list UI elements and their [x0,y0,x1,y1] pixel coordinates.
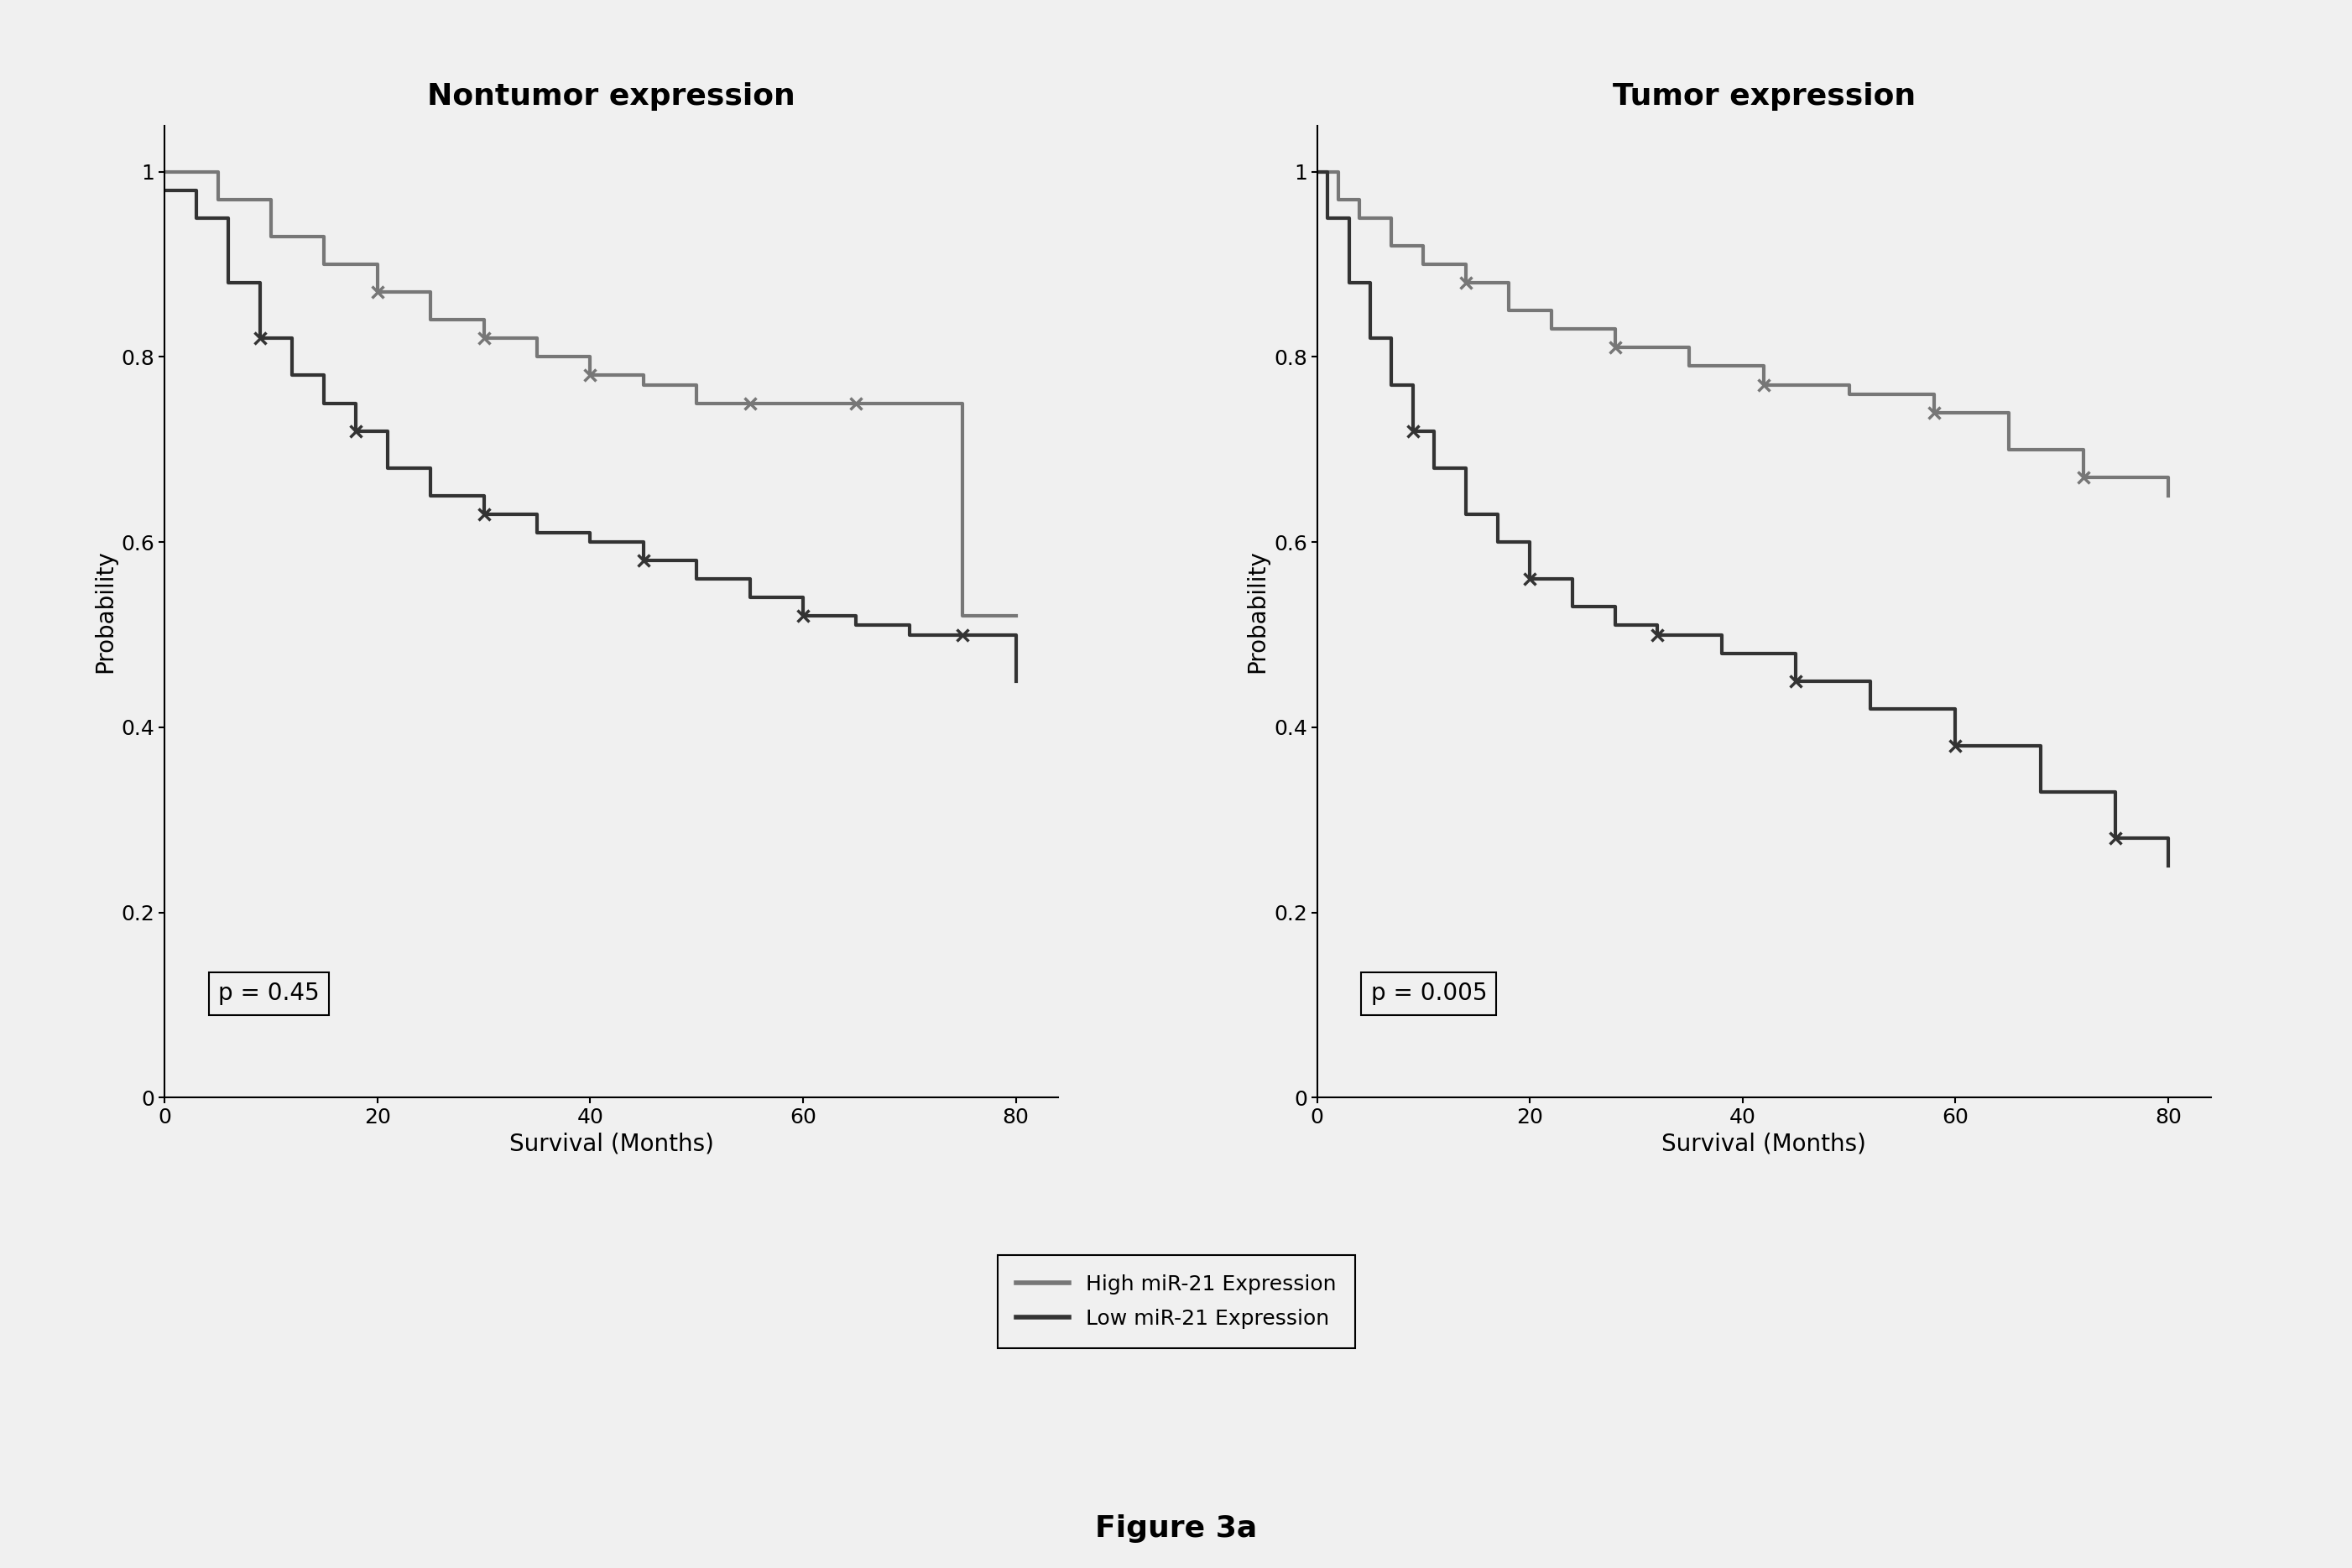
Y-axis label: Probability: Probability [94,550,118,673]
Text: p = 0.45: p = 0.45 [219,982,320,1005]
Text: Figure 3a: Figure 3a [1096,1515,1256,1543]
X-axis label: Survival (Months): Survival (Months) [508,1132,715,1156]
Y-axis label: Probability: Probability [1247,550,1270,673]
Text: p = 0.005: p = 0.005 [1371,982,1486,1005]
X-axis label: Survival (Months): Survival (Months) [1661,1132,1867,1156]
Title: Nontumor expression: Nontumor expression [428,82,795,110]
Title: Tumor expression: Tumor expression [1613,82,1915,110]
Legend: High miR-21 Expression, Low miR-21 Expression: High miR-21 Expression, Low miR-21 Expre… [997,1254,1355,1348]
